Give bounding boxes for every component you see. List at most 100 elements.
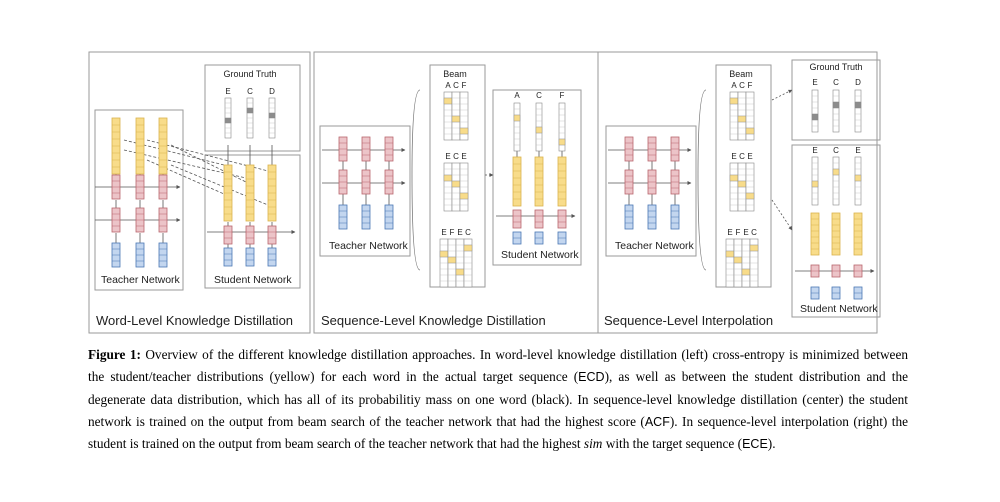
highlight-cell xyxy=(854,101,862,109)
seq-beam-candidate-label: E xyxy=(445,152,450,161)
seq-beam-candidate-label: C xyxy=(453,152,459,161)
seq-output-token: F xyxy=(560,91,565,100)
highlight-cell xyxy=(811,180,819,188)
student-softmax-stack xyxy=(512,156,522,207)
interp-beam-candidate-label: C xyxy=(739,152,745,161)
caption-label: Figure 1: xyxy=(88,347,141,362)
highlight-cell xyxy=(451,180,461,188)
word-student-network-label: Student Network xyxy=(214,274,292,286)
interp-teacher-network-label: Teacher Network xyxy=(615,240,695,252)
interp-teacher-network-box xyxy=(605,125,697,257)
student-hidden-stack xyxy=(512,209,522,229)
interp-gt-token: D xyxy=(855,78,861,87)
caption-text: ). In sequence-level interpolation (righ… xyxy=(88,413,908,452)
word-gt-token: D xyxy=(269,87,275,96)
ground-truth-distribution xyxy=(811,89,819,133)
student-softmax-stack xyxy=(831,212,841,256)
student-hidden-stack xyxy=(557,209,567,229)
caption-sim-term: sim xyxy=(583,436,603,452)
seq-beam-title: Beam xyxy=(443,69,467,79)
highlight-cell xyxy=(737,180,747,188)
student-hidden-stack xyxy=(245,225,255,245)
highlight-cell xyxy=(459,127,469,135)
highlight-cell xyxy=(832,101,840,109)
distillation-dashed-line xyxy=(170,144,247,183)
highlight-cell xyxy=(246,107,254,114)
seq-teacher-network-box xyxy=(319,125,411,257)
beam-brace xyxy=(411,89,421,271)
interp-output-token: C xyxy=(833,146,839,155)
word-gt-token: C xyxy=(247,87,253,96)
caption-text: ), as well as between the student distri… xyxy=(88,369,908,429)
interp-ground-truth-title: Ground Truth xyxy=(809,62,862,72)
interp-beam-candidate-label: E xyxy=(747,152,752,161)
beam-brace xyxy=(697,89,707,271)
highlight-cell xyxy=(745,127,755,135)
highlight-cell xyxy=(854,174,862,182)
word-teacher-network-box xyxy=(94,109,184,291)
interp-beam-candidate-label: F xyxy=(748,81,753,90)
highlight-cell xyxy=(741,268,751,276)
word-ground-truth-title: Ground Truth xyxy=(223,69,276,79)
seq-beam-candidate-label: C xyxy=(453,81,459,90)
caption-sequence-code: ACF xyxy=(644,414,670,429)
highlight-cell xyxy=(832,168,840,176)
dashed-arrow xyxy=(771,89,793,101)
figure-diagram: Word-Level Knowledge Distillation Sequen… xyxy=(88,51,881,334)
interpolation-panel xyxy=(597,51,878,334)
word-gt-token: E xyxy=(225,87,230,96)
highlight-cell xyxy=(443,97,453,105)
student-embedding-stack xyxy=(267,247,277,267)
highlight-cell xyxy=(729,174,739,182)
highlight-cell xyxy=(745,192,755,200)
seq-output-token: C xyxy=(536,91,542,100)
seq-beam-candidate-label: E xyxy=(441,228,446,237)
seq-beam-candidate-label: C xyxy=(465,228,471,237)
highlight-cell xyxy=(737,115,747,123)
student-softmax-stack xyxy=(810,212,820,256)
interp-ground-truth-box xyxy=(791,59,881,141)
word-teacher-network-label: Teacher Network xyxy=(101,274,181,286)
student-softmax-stack xyxy=(557,156,567,207)
highlight-cell xyxy=(558,138,566,146)
interp-beam-candidate-label: C xyxy=(739,81,745,90)
caption-text: Overview of the different knowledge dist… xyxy=(88,347,909,385)
interp-output-token: E xyxy=(812,146,817,155)
highlight-cell xyxy=(459,192,469,200)
highlight-cell xyxy=(811,113,819,121)
student-hidden-stack xyxy=(267,225,277,245)
student-embedding-stack xyxy=(245,247,255,267)
seq-beam-candidate-label: A xyxy=(445,81,451,90)
highlight-cell xyxy=(535,126,543,134)
word-level-panel xyxy=(88,51,311,334)
highlight-cell xyxy=(463,244,473,252)
interp-student-network-label: Student Network xyxy=(800,303,878,315)
figure-caption: Figure 1: Overview of the different know… xyxy=(88,344,908,455)
seq-student-network-box xyxy=(492,89,582,266)
highlight-cell xyxy=(443,174,453,182)
ground-truth-distribution xyxy=(832,89,840,133)
caption-sequence-code: ECD xyxy=(578,370,605,385)
highlight-cell xyxy=(455,268,465,276)
interp-beam-title: Beam xyxy=(729,69,753,79)
word-student-network-box xyxy=(204,154,301,289)
word-ground-truth-box xyxy=(204,64,301,152)
seq-student-network-label: Student Network xyxy=(501,249,579,261)
seq-beam-candidate-label: E xyxy=(457,228,462,237)
caption-sequence-code: ECE xyxy=(742,437,768,452)
student-softmax-stack xyxy=(534,156,544,207)
student-hidden-stack xyxy=(534,209,544,229)
seq-beam-candidate-label: F xyxy=(462,81,467,90)
interp-beam-candidate-label: C xyxy=(751,228,757,237)
highlight-cell xyxy=(733,256,743,264)
interp-beam-candidate-label: F xyxy=(736,228,741,237)
student-softmax-stack xyxy=(853,212,863,256)
interp-beam-candidate-label: E xyxy=(743,228,748,237)
seq-teacher-network-label: Teacher Network xyxy=(329,240,409,252)
highlight-cell xyxy=(749,244,759,252)
word-level-panel-title: Word-Level Knowledge Distillation xyxy=(96,313,293,328)
interp-beam-candidate-label: E xyxy=(731,152,736,161)
interp-beam-candidate-label: E xyxy=(727,228,732,237)
highlight-cell xyxy=(224,117,232,124)
highlight-cell xyxy=(729,97,739,105)
